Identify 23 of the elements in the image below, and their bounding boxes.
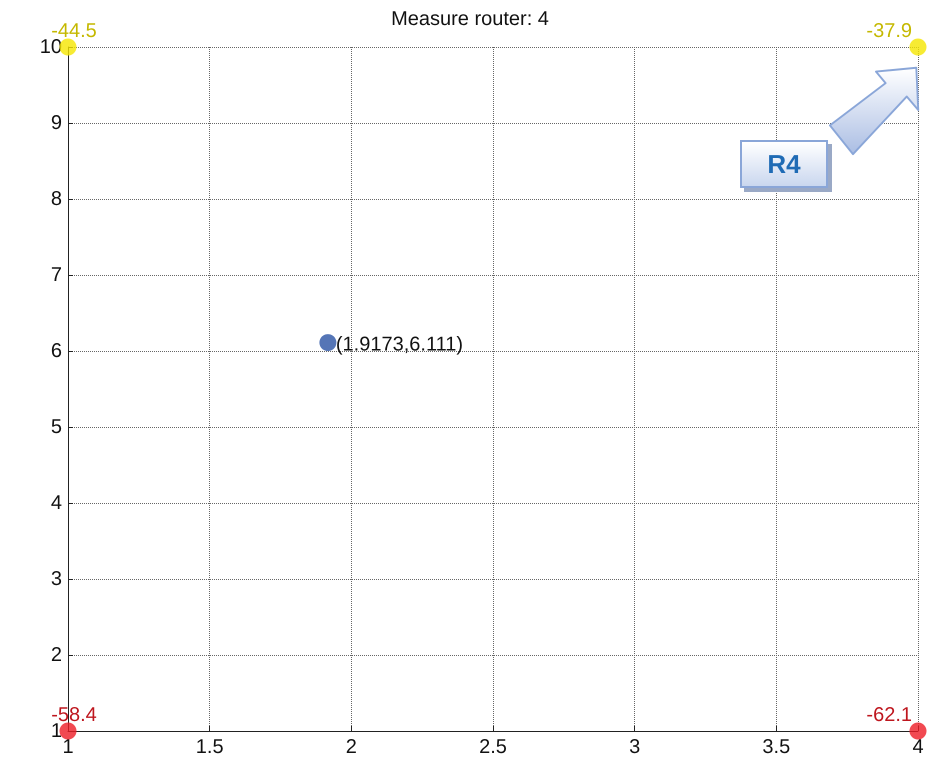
- y-tick-label: 3: [50, 568, 62, 590]
- point: [910, 722, 926, 740]
- x-tick-label: 3.5: [762, 736, 790, 758]
- annotation: -62.1: [866, 704, 912, 726]
- chart-title: Measure router: 4: [391, 8, 549, 30]
- y-tick-label: 2: [50, 644, 62, 666]
- x-tick-label: 2.5: [479, 736, 507, 758]
- point: [60, 722, 76, 740]
- x-tick-label: 3: [629, 736, 640, 758]
- x-tick-label: 4: [912, 736, 924, 758]
- point: [319, 334, 336, 352]
- x-tick-label: 1.5: [196, 736, 224, 758]
- y-tick-label: 4: [50, 492, 62, 514]
- y-tick-label: 6: [50, 340, 62, 362]
- y-tick-label: 5: [50, 416, 62, 438]
- y-tick-label: 8: [50, 188, 62, 210]
- point: [910, 38, 926, 56]
- annotation: (1.9173,6.111): [336, 334, 464, 356]
- y-tick-label: 7: [50, 264, 62, 286]
- y-tick-label: 9: [50, 112, 62, 134]
- annotation: -37.9: [866, 20, 912, 42]
- annotation: R4: [740, 140, 828, 188]
- x-tick-label: 2: [346, 736, 357, 758]
